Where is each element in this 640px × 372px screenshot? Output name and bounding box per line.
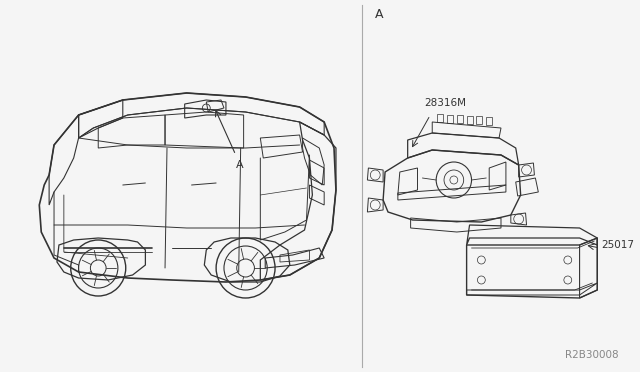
Text: 28316M: 28316M (424, 98, 467, 108)
Text: A: A (375, 8, 384, 21)
Text: 25017: 25017 (601, 240, 634, 250)
Text: A: A (236, 160, 243, 170)
Text: R2B30008: R2B30008 (565, 350, 619, 360)
